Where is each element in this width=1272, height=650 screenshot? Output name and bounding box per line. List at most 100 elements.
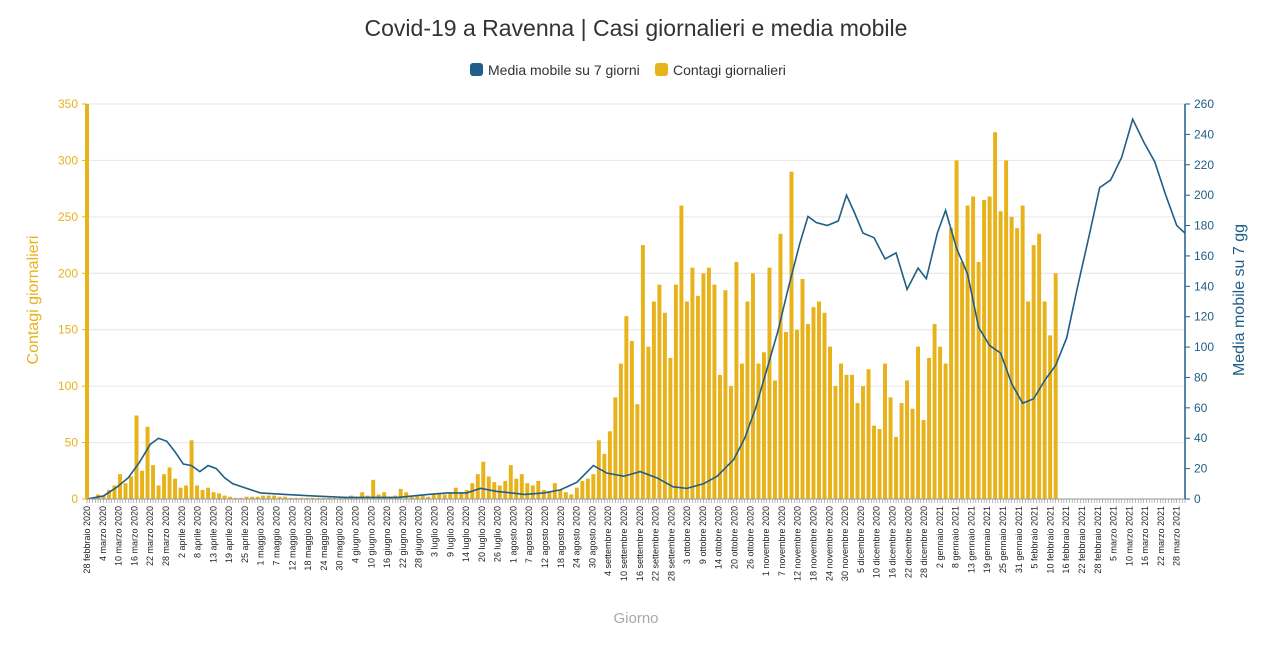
bar-contagi (954, 160, 959, 499)
bar-contagi (618, 363, 623, 499)
bar-contagi (872, 425, 877, 499)
y-tick-label-right: 60 (1194, 401, 1208, 415)
bar-contagi (585, 478, 590, 499)
legend-item-media-mobile[interactable]: Media mobile su 7 giorni (470, 62, 640, 78)
legend-label-media-mobile: Media mobile su 7 giorni (488, 62, 640, 78)
bar-contagi (894, 436, 899, 499)
bar-contagi (734, 262, 739, 499)
y-ticks-right: 0 20 40 60 80 100 120 140 160 180 200 220 240 260 (1185, 97, 1214, 506)
bar-contagi (129, 476, 134, 499)
bar-contagi (530, 485, 535, 499)
legend-swatch-contagi (655, 63, 668, 76)
x-tick-label: 5 febbraio 2021 (1030, 506, 1040, 569)
x-tick-label: 22 febbraio 2021 (1077, 506, 1087, 574)
bar-contagi (646, 346, 651, 499)
bar-contagi (217, 493, 222, 499)
bar-contagi (112, 485, 117, 499)
x-tick-label: 4 giugno 2020 (350, 506, 360, 563)
x-tick-label: 26 ottobre 2020 (745, 506, 755, 569)
x-tick-label: 24 agosto 2020 (572, 506, 582, 568)
x-tick-label: 14 luglio 2020 (461, 506, 471, 562)
bar-contagi (927, 357, 932, 499)
y-tick-label-right: 20 (1194, 462, 1208, 476)
x-tick-label: 30 maggio 2020 (335, 506, 345, 571)
x-tick-label: 10 dicembre 2020 (872, 506, 882, 578)
bar-contagi (982, 199, 987, 499)
legend-swatch-media-mobile (470, 63, 483, 76)
bar-contagi (173, 478, 178, 499)
bar-contagi (299, 497, 304, 499)
bar-contagi (833, 386, 838, 499)
x-tick-label: 18 novembre 2020 (809, 506, 819, 581)
bar-contagi (563, 492, 568, 499)
bar-contagi (1053, 273, 1058, 499)
x-tick-label: 30 novembre 2020 (840, 506, 850, 581)
bar-contagi (409, 496, 414, 499)
bar-contagi (316, 497, 321, 499)
bar-contagi (272, 495, 277, 499)
bar-contagi (712, 284, 717, 499)
bar-contagi (162, 474, 167, 499)
bar-contagi (817, 301, 821, 499)
x-tick-label: 14 ottobre 2020 (714, 506, 724, 569)
legend-item-contagi[interactable]: Contagi giornalieri (655, 62, 786, 78)
bar-contagi (464, 489, 469, 499)
x-tick-label: 9 ottobre 2020 (698, 506, 708, 564)
x-tick-label: 4 settembre 2020 (603, 506, 613, 576)
bar-contagi (695, 295, 700, 499)
bar-contagi (635, 404, 640, 499)
bar-contagi (228, 496, 233, 499)
bar-contagi (211, 492, 216, 499)
bar-contagi (949, 228, 954, 499)
x-tick-label: 13 gennaio 2021 (966, 506, 976, 573)
x-tick-label: 28 febbraio 2020 (82, 506, 92, 574)
bar-contagi (662, 312, 667, 499)
x-tick-label: 19 aprile 2020 (224, 506, 234, 563)
bar-contagi (784, 331, 788, 499)
x-axis-title: Giorno (613, 610, 658, 627)
bar-contagi (993, 132, 998, 499)
y-tick-label-right: 0 (1194, 492, 1201, 506)
bars-contagi (85, 104, 1058, 500)
bar-contagi (591, 474, 596, 499)
bar-contagi (965, 205, 970, 499)
bar-contagi (459, 492, 464, 499)
bar-contagi (244, 496, 249, 499)
x-tick-label: 8 gennaio 2021 (951, 506, 961, 568)
y-axis-title-right: Media mobile su 7 gg (1231, 224, 1248, 376)
bar-contagi (910, 408, 915, 499)
bar-contagi (184, 485, 189, 499)
y-tick-label-right: 100 (1194, 340, 1214, 354)
bar-contagi (795, 329, 799, 499)
bar-contagi (508, 465, 513, 499)
bar-contagi (668, 357, 673, 499)
bar-contagi (580, 480, 585, 499)
bar-contagi (558, 489, 563, 499)
bar-contagi (541, 489, 546, 499)
bar-contagi (1048, 335, 1053, 499)
bar-contagi (717, 374, 722, 499)
bar-contagi (800, 278, 805, 499)
bar-contagi (861, 386, 866, 499)
bar-contagi (750, 273, 755, 499)
legend-label-contagi: Contagi giornalieri (673, 62, 786, 78)
x-tick-label: 22 giugno 2020 (398, 506, 408, 568)
x-tick-label: 28 febbraio 2021 (1093, 506, 1103, 574)
y-tick-label-left: 0 (71, 492, 78, 506)
bar-contagi (888, 397, 893, 499)
bar-contagi (327, 497, 332, 499)
bar-contagi (239, 497, 244, 499)
y-tick-label-right: 40 (1194, 431, 1208, 445)
x-tick-label: 12 novembre 2020 (793, 506, 803, 581)
bar-contagi (916, 346, 921, 499)
bar-contagi (756, 363, 761, 499)
bar-contagi (745, 301, 750, 499)
bar-contagi (811, 307, 816, 499)
bar-contagi (828, 346, 832, 499)
bar-contagi (987, 196, 992, 500)
bar-contagi (602, 453, 607, 499)
bar-contagi (1042, 301, 1047, 499)
gridlines (87, 103, 1185, 500)
y-tick-label-right: 160 (1194, 249, 1214, 263)
x-tick-label: 30 agosto 2020 (587, 506, 597, 568)
